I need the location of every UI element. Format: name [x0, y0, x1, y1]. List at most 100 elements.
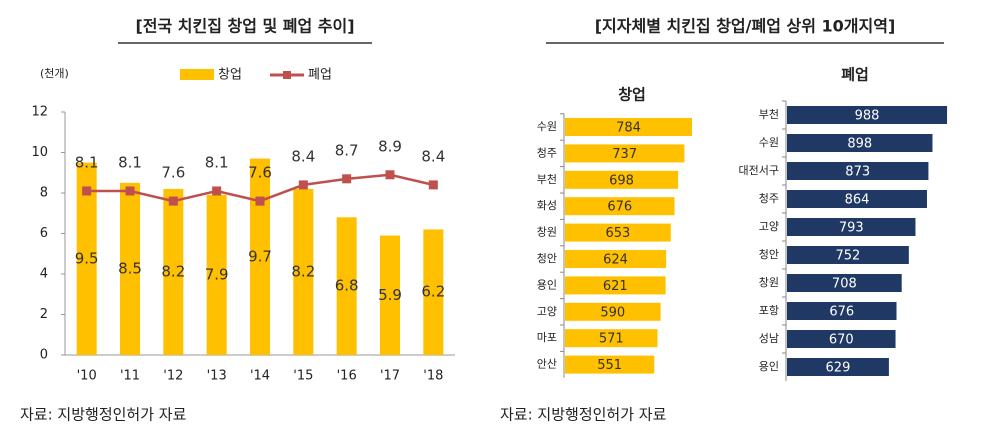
point	[255, 196, 265, 206]
data-label: 590	[600, 305, 625, 320]
source: 자료: 지방행정인허가 자료	[20, 406, 187, 424]
category-label: 고양	[537, 305, 557, 318]
y-tick-label: 12	[31, 105, 48, 120]
data-label: 8.9	[378, 137, 402, 155]
bar	[787, 106, 948, 124]
bar	[565, 355, 655, 374]
legend-swatch	[283, 71, 291, 79]
bar	[787, 134, 933, 152]
x-tick-label: '14	[250, 369, 270, 384]
bar	[565, 144, 685, 163]
category-label: 창원	[537, 226, 557, 239]
x-tick-label: '15	[293, 369, 313, 384]
data-label: 9.7	[248, 247, 272, 265]
data-label: 629	[826, 361, 851, 376]
category-label: 부천	[759, 107, 779, 121]
bar	[250, 158, 270, 355]
x-tick-label: '11	[120, 369, 140, 384]
bar	[787, 302, 897, 320]
bar	[206, 195, 227, 355]
data-label: 653	[605, 226, 630, 241]
bar	[565, 276, 666, 295]
bar	[565, 118, 693, 136]
bar	[565, 197, 675, 216]
data-label: 676	[829, 305, 854, 320]
chart-title: [전국 치킨집 창업 및 폐업 추이]	[135, 17, 354, 36]
data-label: 8.2	[291, 262, 315, 280]
data-label: 551	[597, 358, 622, 373]
chart-title: [지자체별 치킨집 창업/폐업 상위 10개지역]	[595, 17, 896, 36]
data-label: 8.2	[161, 262, 185, 280]
category-label: 수원	[759, 136, 779, 149]
panel-title: 폐업	[841, 66, 869, 84]
category-label: 청주	[537, 146, 557, 159]
category-label: 청안	[537, 252, 557, 265]
legend-label: 폐업	[308, 68, 332, 83]
data-label: 6.2	[421, 283, 445, 301]
data-label: 7.6	[248, 164, 272, 182]
bar	[293, 188, 314, 355]
data-label: 621	[603, 279, 628, 294]
data-label: 7.6	[161, 164, 185, 182]
data-label: 793	[839, 221, 864, 236]
data-label: 8.1	[75, 153, 99, 171]
category-label: 대전서구	[739, 164, 779, 177]
legend-swatch	[180, 69, 214, 80]
bar	[787, 246, 909, 264]
x-tick-label: '13	[207, 369, 227, 384]
bar	[787, 274, 902, 292]
data-label: 5.9	[378, 286, 402, 304]
point	[428, 180, 438, 190]
bar	[565, 223, 671, 242]
point	[168, 196, 178, 206]
data-label: 8.5	[118, 259, 142, 277]
category-label: 성남	[759, 332, 779, 345]
bar	[565, 302, 661, 321]
bar	[565, 250, 667, 268]
data-label: 8.4	[421, 147, 445, 165]
category-label: 화성	[537, 199, 557, 212]
y-tick-label: 8	[40, 186, 48, 201]
source: 자료: 지방행정인허가 자료	[500, 406, 667, 424]
y-tick-label: 6	[40, 226, 48, 241]
category-label: 부천	[537, 172, 557, 186]
data-label: 8.1	[205, 153, 229, 171]
bar	[787, 358, 889, 376]
bar	[120, 182, 140, 355]
category-label: 창원	[759, 276, 779, 289]
point	[125, 186, 135, 196]
data-label: 898	[847, 137, 872, 152]
x-tick-label: '18	[423, 369, 443, 384]
bar	[787, 218, 916, 236]
category-label: 수원	[537, 120, 557, 133]
point	[342, 174, 352, 184]
bar	[380, 235, 400, 355]
unit-label: (천개)	[40, 66, 69, 80]
y-tick-label: 10	[31, 145, 48, 160]
bar	[565, 170, 679, 189]
data-label: 6.8	[335, 277, 359, 295]
point	[385, 170, 395, 180]
legend-label: 창업	[218, 68, 242, 83]
category-label: 청안	[759, 248, 779, 261]
bar	[565, 329, 658, 348]
data-label: 873	[845, 165, 870, 180]
y-tick-label: 4	[40, 267, 48, 282]
bar	[336, 217, 357, 355]
data-label: 8.1	[118, 153, 142, 171]
data-label: 624	[603, 253, 628, 268]
data-label: 737	[612, 147, 637, 162]
data-label: 676	[607, 200, 632, 215]
category-label: 안산	[537, 358, 557, 371]
category-label: 고양	[759, 220, 779, 233]
x-tick-label: '10	[77, 369, 97, 384]
bar	[787, 190, 927, 208]
data-label: 7.9	[205, 266, 229, 284]
data-label: 8.7	[335, 141, 359, 159]
bar	[787, 162, 929, 180]
bar	[163, 188, 184, 355]
category-label: 용인	[759, 360, 779, 373]
data-label: 698	[609, 173, 634, 188]
category-label: 용인	[537, 278, 557, 291]
bar	[787, 330, 896, 348]
